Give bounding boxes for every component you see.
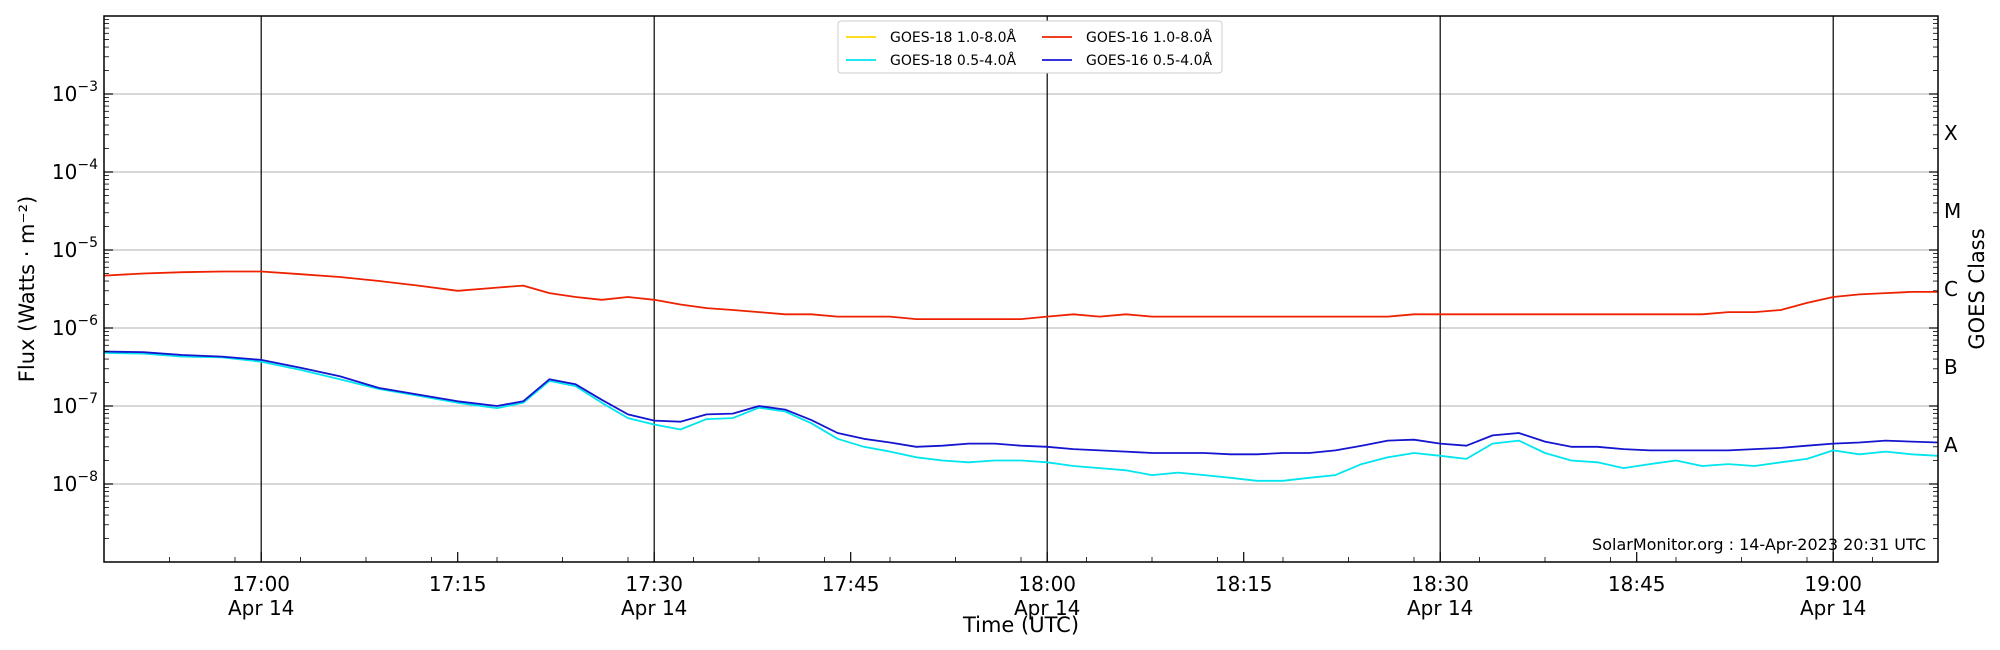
x-tick-label: 18:45 (1608, 572, 1666, 596)
legend-label: GOES-18 0.5-4.0Å (890, 52, 1016, 69)
x-tick-label: 17:00 (232, 572, 290, 596)
goes-class-label: C (1944, 277, 1958, 301)
goes-class-axis-title: GOES Class (1965, 228, 1989, 349)
series-layer (103, 270, 1939, 482)
y-tick-label: 10−5 (52, 235, 98, 262)
x-tick-date: Apr 14 (1014, 596, 1080, 620)
x-tick-label: 19:00 (1804, 572, 1862, 596)
x-tick-label: 18:00 (1018, 572, 1076, 596)
y-tick-label: 10−8 (52, 469, 98, 496)
series-line-goes-16-1-0-8-0 (103, 270, 1938, 320)
goes-class-label: B (1944, 355, 1958, 379)
y-tick-label: 10−3 (52, 79, 98, 106)
x-tick-label: 17:45 (822, 572, 880, 596)
goes-class-label: M (1944, 199, 1961, 223)
goes-class-label: X (1944, 121, 1958, 145)
x-tick-label: 18:15 (1215, 572, 1273, 596)
x-tick-label: 17:30 (625, 572, 683, 596)
plot-frame (103, 15, 1939, 563)
goes-class-labels: X M C B A (1944, 121, 1961, 457)
y-tick-label: 10−7 (52, 391, 98, 418)
legend-box (837, 20, 1223, 74)
x-tick-label: 17:15 (429, 572, 487, 596)
y-tick-label: 10−6 (52, 313, 98, 340)
y-axis-ticks: 10−3 10−4 10−5 10−6 10−7 10−8 (52, 19, 1938, 539)
legend-label: GOES-18 1.0-8.0Å (890, 29, 1016, 46)
goes-class-label: A (1944, 433, 1958, 457)
day-marker-lines (260, 16, 1834, 562)
x-tick-date: Apr 14 (621, 596, 687, 620)
legend-label: GOES-16 1.0-8.0Å (1086, 29, 1212, 46)
x-tick-label: 18:30 (1411, 572, 1469, 596)
x-tick-date: Apr 14 (228, 596, 294, 620)
x-tick-date: Apr 14 (1800, 596, 1866, 620)
grid-layer (104, 93, 1938, 485)
legend: GOES-18 1.0-8.0Å GOES-18 0.5-4.0Å GOES-16 … (837, 20, 1223, 74)
y-axis-title: Flux (Watts · m⁻²) (15, 196, 39, 382)
credit-text: SolarMonitor.org : 14-Apr-2023 20:31 UTC (1592, 535, 1926, 554)
series-line-goes-16-0-5-4-0 (103, 350, 1939, 456)
y-tick-label: 10−4 (52, 157, 98, 184)
legend-label: GOES-16 0.5-4.0Å (1086, 52, 1212, 69)
x-tick-date: Apr 14 (1407, 596, 1473, 620)
series-line-goes-18-0-5-4-0 (103, 352, 1939, 482)
x-axis-title: Time (UTC) (962, 613, 1079, 637)
